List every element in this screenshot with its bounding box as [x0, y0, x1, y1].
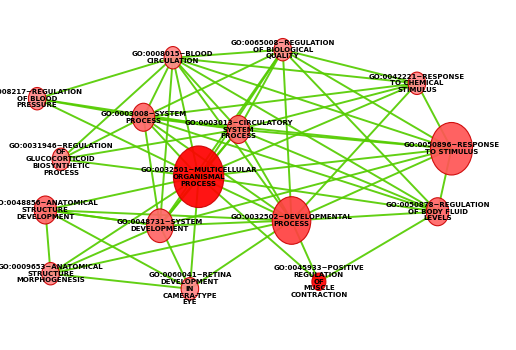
Text: GO:0050896~RESPONSE
TO STIMULUS: GO:0050896~RESPONSE TO STIMULUS — [404, 142, 499, 155]
Text: GO:0042221~RESPONSE
TO CHEMICAL
STIMULUS: GO:0042221~RESPONSE TO CHEMICAL STIMULUS — [369, 74, 465, 93]
Ellipse shape — [42, 262, 59, 285]
Ellipse shape — [181, 278, 199, 300]
Text: GO:0031946~REGULATION
OF
GLUCOCORTICOID
BIOSYNTHETIC
PROCESS: GO:0031946~REGULATION OF GLUCOCORTICOID … — [9, 143, 113, 176]
Text: GO:0060041~RETINA
DEVELOPMENT
IN
CAMERA-TYPE
EYE: GO:0060041~RETINA DEVELOPMENT IN CAMERA-… — [148, 272, 232, 305]
Ellipse shape — [272, 197, 311, 244]
Text: GO:0003013~CIRCULATORY
SYSTEM
PROCESS: GO:0003013~CIRCULATORY SYSTEM PROCESS — [184, 120, 293, 139]
Text: 0008217~REGULATION
OF BLOOD
PRESSURE: 0008217~REGULATION OF BLOOD PRESSURE — [0, 89, 82, 108]
Text: GO:0048731~SYSTEM
DEVELOPMENT: GO:0048731~SYSTEM DEVELOPMENT — [117, 219, 203, 232]
Text: GO:0032502~DEVELOPMENTAL
PROCESS: GO:0032502~DEVELOPMENTAL PROCESS — [231, 214, 352, 227]
Ellipse shape — [227, 116, 250, 144]
Ellipse shape — [312, 273, 326, 290]
Text: GO:0050878~REGULATION
OF BODY FLUID
LEVELS: GO:0050878~REGULATION OF BODY FLUID LEVE… — [385, 202, 490, 222]
Text: GO:0032501~MULTICELLULAR
ORGANISMAL
PROCESS: GO:0032501~MULTICELLULAR ORGANISMAL PROC… — [140, 167, 257, 187]
Text: GO:0048856~ANATOMICAL
STRUCTURE
DEVELOPMENT: GO:0048856~ANATOMICAL STRUCTURE DEVELOPM… — [0, 200, 98, 220]
Ellipse shape — [430, 122, 473, 175]
Text: GO:0009653~ANATOMICAL
STRUCTURE
MORPHOGENESIS: GO:0009653~ANATOMICAL STRUCTURE MORPHOGE… — [0, 264, 103, 284]
Ellipse shape — [132, 103, 155, 131]
Ellipse shape — [147, 209, 173, 243]
Ellipse shape — [28, 88, 46, 110]
Ellipse shape — [164, 47, 182, 69]
Ellipse shape — [408, 72, 426, 94]
Ellipse shape — [173, 146, 224, 208]
Ellipse shape — [52, 148, 70, 170]
Ellipse shape — [426, 198, 449, 226]
Ellipse shape — [34, 196, 57, 224]
Ellipse shape — [274, 38, 292, 61]
Text: GO:0008015~BLOOD
CIRCULATION: GO:0008015~BLOOD CIRCULATION — [132, 51, 214, 64]
Text: GO:0045933~POSITIVE
REGULATION
OF
MUSCLE
CONTRACTION: GO:0045933~POSITIVE REGULATION OF MUSCLE… — [273, 265, 364, 298]
Text: GO:0065008~REGULATION
OF BIOLOGICAL
QUALITY: GO:0065008~REGULATION OF BIOLOGICAL QUAL… — [231, 40, 335, 60]
Text: GO:0003008~SYSTEM
PROCESS: GO:0003008~SYSTEM PROCESS — [101, 111, 186, 124]
